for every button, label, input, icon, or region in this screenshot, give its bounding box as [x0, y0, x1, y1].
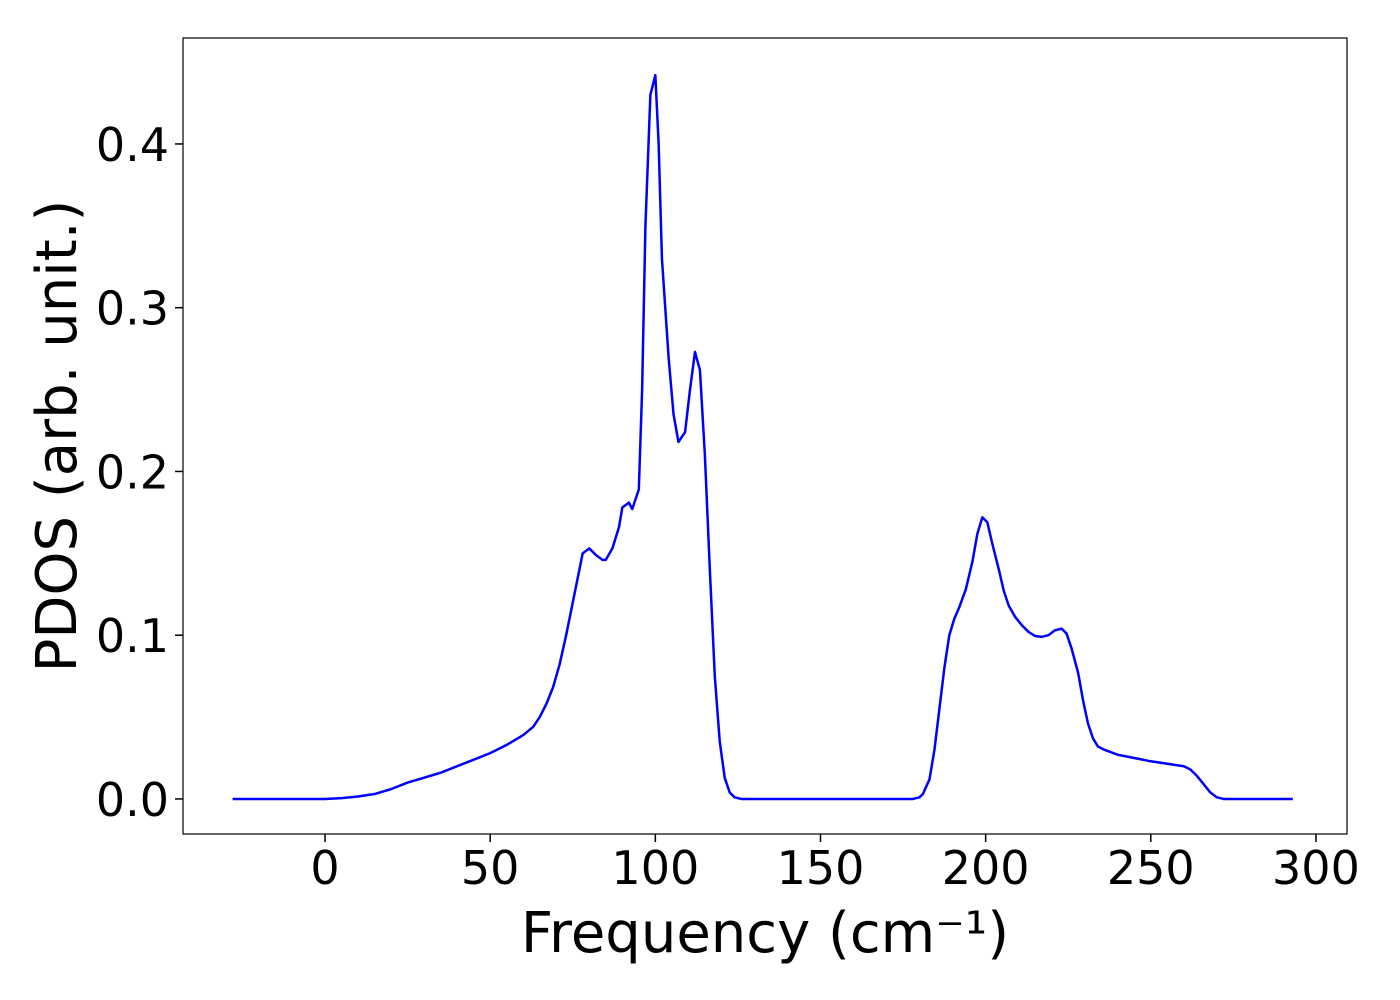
- y-tick-label: 0.0: [96, 773, 169, 827]
- x-tick-label: 50: [461, 841, 520, 895]
- y-tick-label: 0.3: [96, 282, 169, 336]
- x-tick-label: 150: [777, 841, 865, 895]
- x-tick-label: 300: [1272, 841, 1360, 895]
- y-tick-label: 0.4: [96, 118, 169, 172]
- x-tick-label: 100: [611, 841, 699, 895]
- x-tick-label: 200: [942, 841, 1030, 895]
- y-axis-label: PDOS (arb. unit.): [25, 200, 90, 673]
- y-tick-label: 0.2: [96, 445, 169, 499]
- x-tick-label: 0: [310, 841, 339, 895]
- x-axis-label: Frequency (cm⁻¹): [521, 901, 1009, 966]
- y-tick-label: 0.1: [96, 609, 169, 663]
- plot-frame: [182, 37, 1348, 835]
- x-tick-label: 250: [1107, 841, 1195, 895]
- data-line: [232, 73, 1293, 801]
